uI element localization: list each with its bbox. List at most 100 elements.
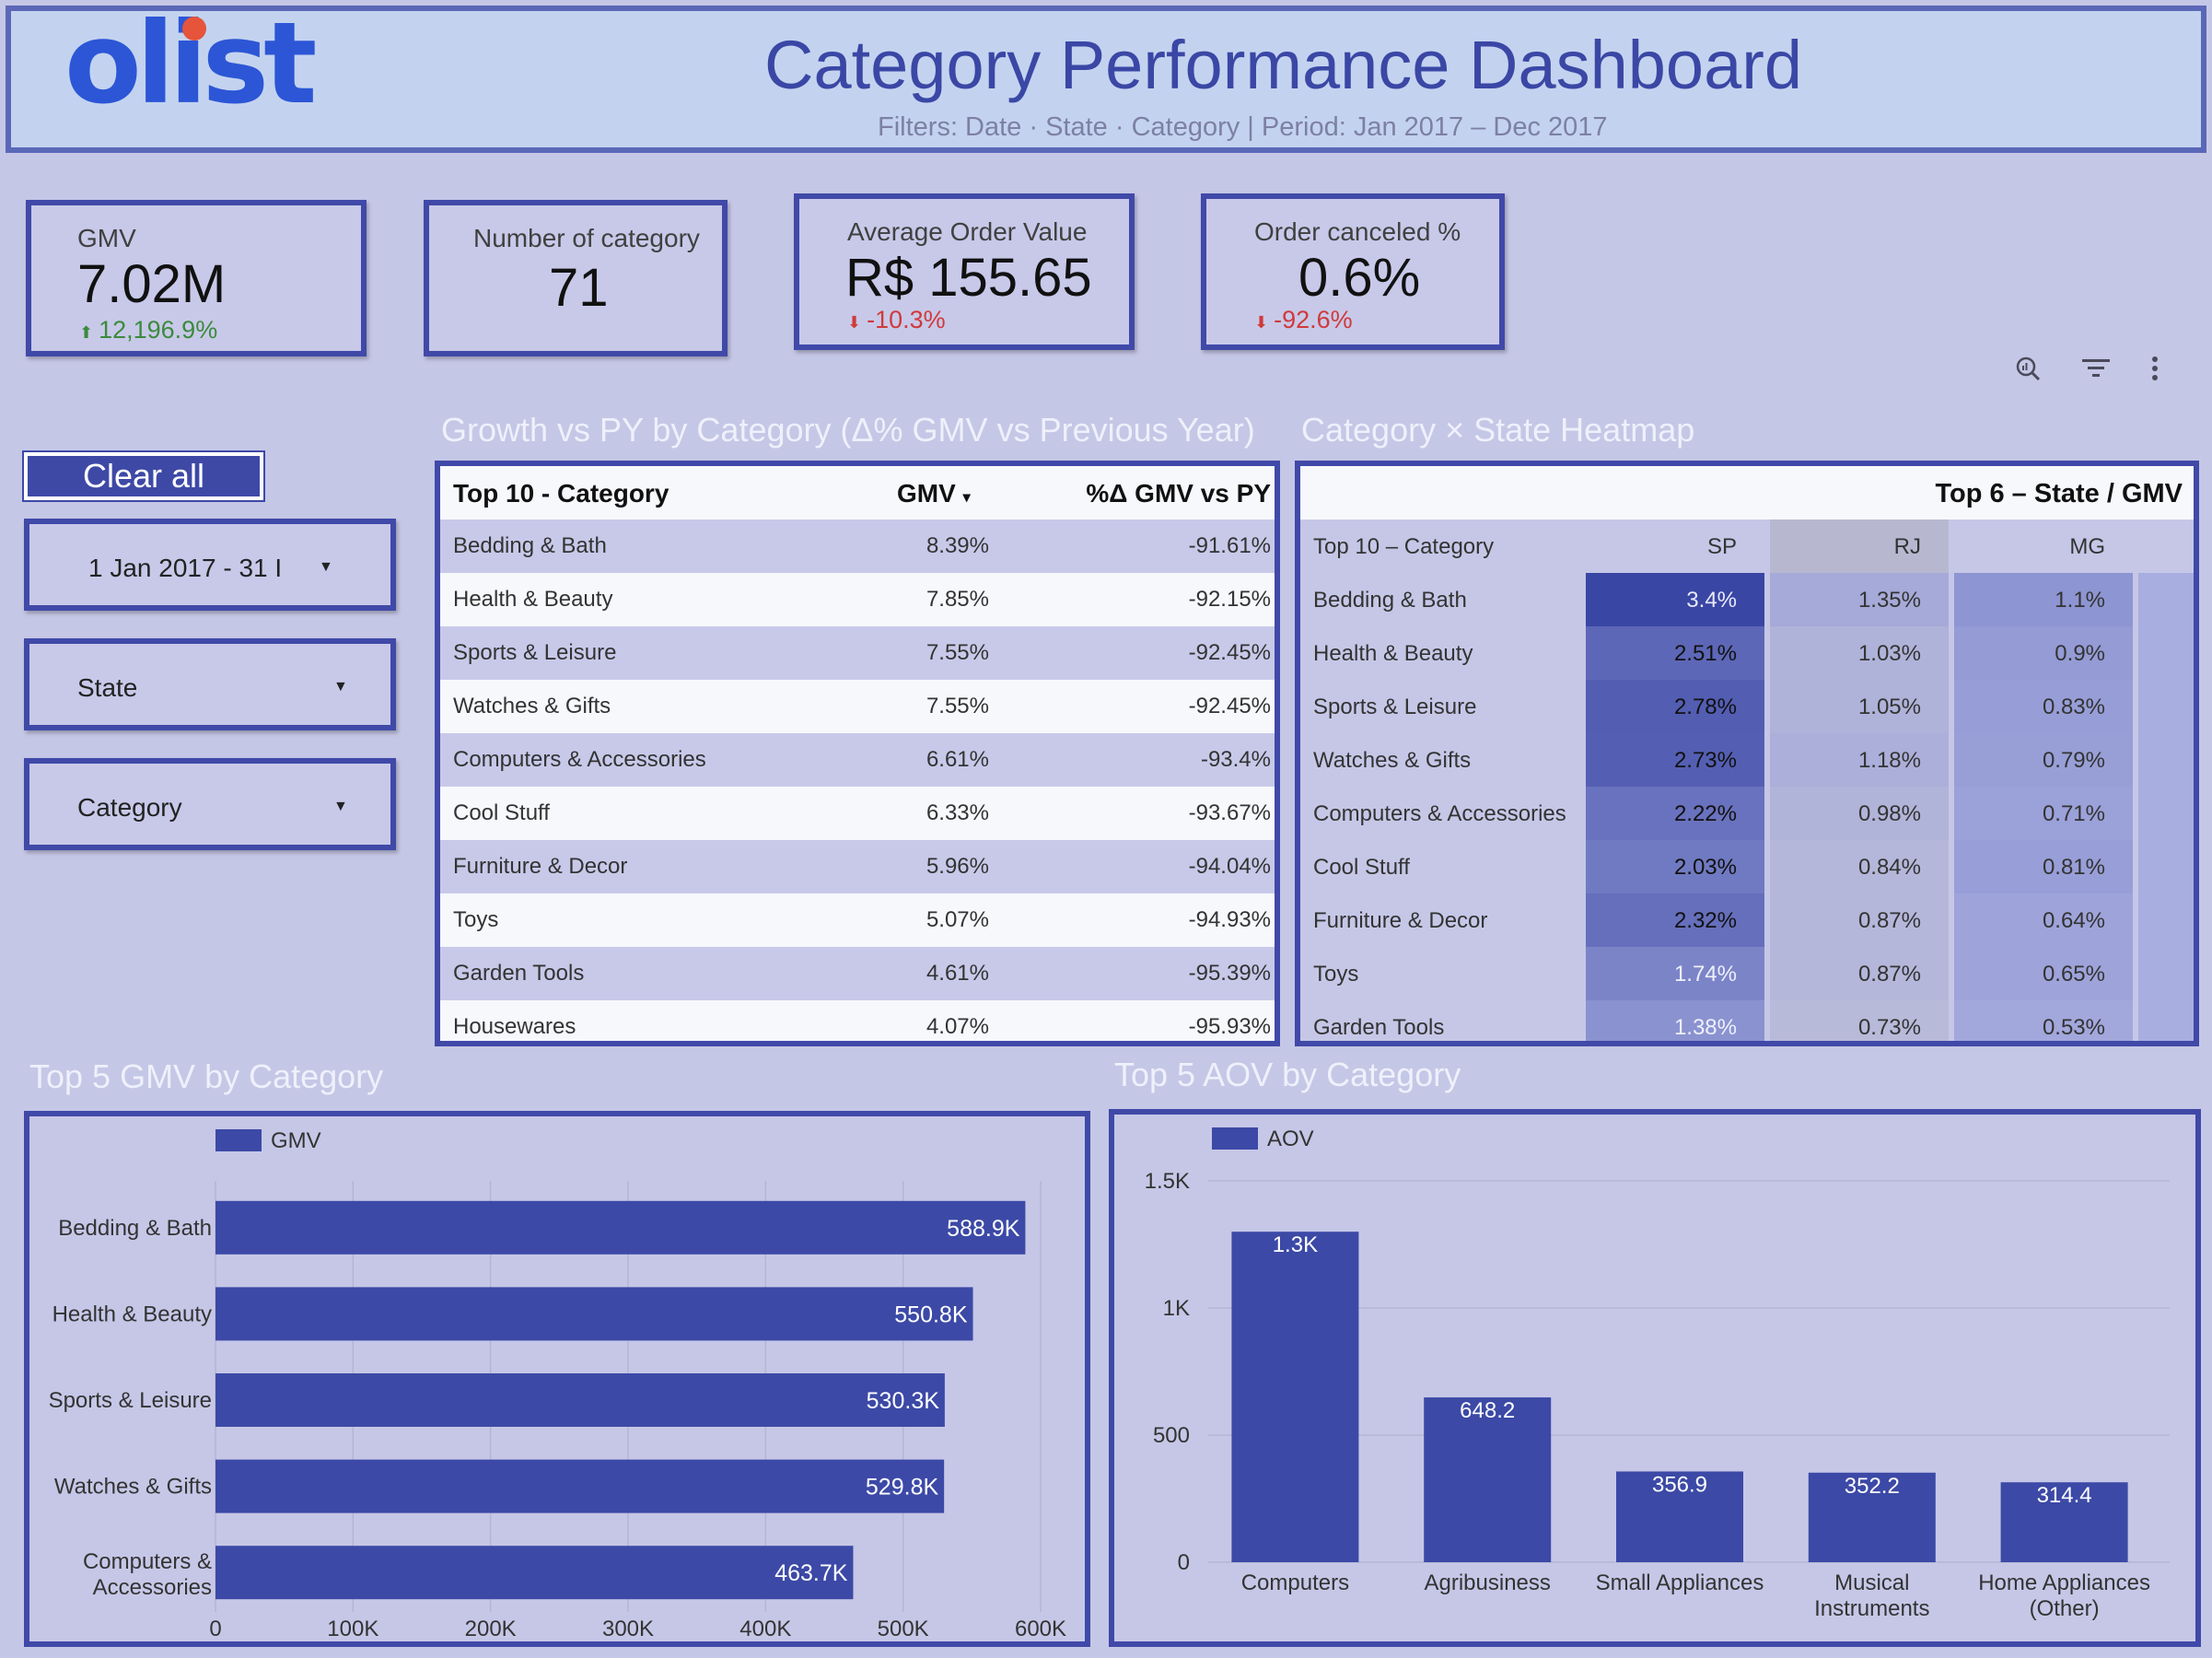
- state-filter[interactable]: State ▼: [24, 638, 396, 730]
- bar[interactable]: [215, 1459, 945, 1513]
- column-header-gmv[interactable]: GMV ▾: [897, 479, 971, 508]
- table-row[interactable]: Cool Stuff 6.33% -93.67%: [440, 787, 1275, 840]
- cell-delta: -94.93%: [1188, 907, 1271, 932]
- cell-gmv: 5.96%: [926, 854, 989, 879]
- table-row[interactable]: Health & Beauty 7.85% -92.15%: [440, 573, 1275, 626]
- heatmap-cell: 1.1%: [1954, 573, 2133, 626]
- table-row[interactable]: Watches & Gifts 7.55% -92.45%: [440, 680, 1275, 733]
- data-label: 314.4: [2037, 1483, 2092, 1508]
- heatmap-cell: 2.78%: [1586, 680, 1764, 733]
- kpi-card-categories: Number of category 71: [424, 200, 728, 356]
- heatmap-cell: 1.35%: [1770, 573, 1949, 626]
- bar[interactable]: [215, 1287, 973, 1341]
- y-category-label: Health & Beauty: [52, 1302, 212, 1326]
- category-filter[interactable]: Category ▼: [24, 758, 396, 850]
- data-label: 356.9: [1652, 1472, 1707, 1497]
- cell-delta: -92.45%: [1188, 640, 1271, 665]
- heatmap-cell: 0.87%: [1770, 947, 1949, 1000]
- y-category-label: Watches & Gifts: [54, 1475, 212, 1500]
- y-category-label: Accessories: [93, 1575, 212, 1600]
- heatmap-state-header[interactable]: MG: [2069, 534, 2105, 559]
- bar[interactable]: [1808, 1472, 1936, 1562]
- bar[interactable]: [1616, 1471, 1743, 1562]
- x-category-label: Small Appliances: [1596, 1570, 1764, 1595]
- cell-category: Watches & Gifts: [453, 694, 611, 718]
- x-tick-label: 300K: [602, 1617, 654, 1641]
- table-row[interactable]: Toys 5.07% -94.93%: [440, 893, 1275, 947]
- cell-delta: -95.93%: [1188, 1014, 1271, 1039]
- x-category-label: Musical: [1834, 1570, 1909, 1595]
- heatmap-cell: 0.9%: [1954, 626, 2133, 680]
- x-category-label: (Other): [2030, 1596, 2100, 1621]
- explore-icon[interactable]: [2009, 350, 2046, 387]
- column-header-delta[interactable]: %Δ GMV vs PY: [1086, 479, 1271, 508]
- date-range-value: 1 Jan 2017 - 31 I: [88, 554, 283, 582]
- kpi-value: 71: [549, 258, 609, 318]
- heatmap-category-label: Toys: [1313, 962, 1359, 987]
- heatmap-state-header[interactable]: SP: [1706, 534, 1737, 559]
- kpi-value: 0.6%: [1298, 248, 1421, 308]
- clear-all-button[interactable]: Clear all: [24, 452, 263, 500]
- data-label: 529.8K: [866, 1475, 939, 1500]
- x-tick-label: 100K: [327, 1617, 378, 1641]
- cell-gmv: 6.61%: [926, 747, 989, 772]
- aov-bar-chart: AOV 0 500 1K 1.5K 1.3K Computers 648.2 Agribusin…: [1109, 1109, 2201, 1647]
- table-row[interactable]: Bedding & Bath 8.39% -91.61%: [440, 520, 1275, 573]
- table-row[interactable]: Computers & Accessories 6.61% -93.4%: [440, 733, 1275, 787]
- heatmap-category-label: Sports & Leisure: [1313, 695, 1477, 719]
- heatmap-category-label: Computers & Accessories: [1313, 801, 1566, 826]
- legend-swatch: [215, 1129, 262, 1151]
- heatmap-cell: 3.4%: [1586, 573, 1764, 626]
- y-category-label: Bedding & Bath: [58, 1216, 212, 1241]
- heatmap-cell: 0.65%: [1954, 947, 2133, 1000]
- table-row[interactable]: Housewares 4.07% -95.93%: [440, 1000, 1275, 1041]
- heatmap-table: Top 6 – State / GMV Top 10 – Category SP R…: [1295, 461, 2199, 1046]
- cell-category: Computers & Accessories: [453, 747, 706, 772]
- heatmap-cell: 0.87%: [1770, 893, 1949, 947]
- legend-label: AOV: [1267, 1127, 1314, 1151]
- page-subtitle: Filters: Date · State · Category | Perio…: [878, 112, 1608, 142]
- cell-delta: -92.15%: [1188, 587, 1271, 612]
- kpi-card-canceled: Order canceled % 0.6% ⬇ -92.6%: [1201, 193, 1505, 350]
- y-category-label: Computers &: [83, 1549, 212, 1574]
- kpi-value: R$ 155.65: [845, 248, 1092, 308]
- y-tick-label: 1.5K: [1145, 1169, 1190, 1194]
- cell-gmv: 8.39%: [926, 533, 989, 558]
- column-header-category[interactable]: Top 10 - Category: [453, 479, 669, 508]
- data-label: 550.8K: [894, 1302, 968, 1327]
- table-row[interactable]: Furniture & Decor 5.96% -94.04%: [440, 840, 1275, 893]
- kpi-card-aov: Average Order Value R$ 155.65 ⬇ -10.3%: [794, 193, 1135, 350]
- filter-icon[interactable]: [2078, 350, 2114, 387]
- date-range-filter[interactable]: 1 Jan 2017 - 31 I ▼: [24, 519, 396, 611]
- page-title: Category Performance Dashboard: [764, 27, 1803, 103]
- x-category-label: Instruments: [1814, 1596, 1929, 1621]
- data-label: 1.3K: [1273, 1232, 1318, 1257]
- heatmap-cell: 1.38%: [1586, 1000, 1764, 1041]
- heatmap-row-header: Top 10 – Category: [1313, 534, 1495, 559]
- x-category-label: Computers: [1241, 1570, 1349, 1595]
- table-row[interactable]: Sports & Leisure 7.55% -92.45%: [440, 626, 1275, 680]
- heatmap-state-header[interactable]: RJ: [1770, 520, 1949, 573]
- heatmap-category-label: Cool Stuff: [1313, 855, 1410, 880]
- table-row[interactable]: Garden Tools 4.61% -95.39%: [440, 947, 1275, 1000]
- heatmap-cell: 2.03%: [1586, 840, 1764, 893]
- chevron-down-icon: ▼: [333, 679, 348, 695]
- dashboard-header: [6, 6, 2206, 153]
- more-vert-icon[interactable]: [2136, 350, 2173, 387]
- logo-dot: [182, 17, 206, 41]
- bar[interactable]: [2000, 1482, 2128, 1562]
- cell-delta: -93.4%: [1200, 747, 1271, 772]
- heatmap-cell: 2.51%: [1586, 626, 1764, 680]
- kpi-label: GMV: [77, 224, 136, 252]
- bar[interactable]: [1424, 1397, 1552, 1562]
- cell-delta: -92.45%: [1188, 694, 1271, 718]
- bar[interactable]: [215, 1546, 854, 1600]
- bar[interactable]: [1231, 1232, 1359, 1562]
- bar[interactable]: [215, 1200, 1026, 1255]
- cell-category: Garden Tools: [453, 961, 585, 986]
- heatmap-category-label: Bedding & Bath: [1313, 588, 1467, 613]
- heatmap-category-label: Health & Beauty: [1313, 641, 1473, 666]
- x-category-label: Home Appliances: [1978, 1570, 2150, 1595]
- y-tick-label: 0: [1178, 1550, 1190, 1575]
- bar[interactable]: [215, 1373, 945, 1427]
